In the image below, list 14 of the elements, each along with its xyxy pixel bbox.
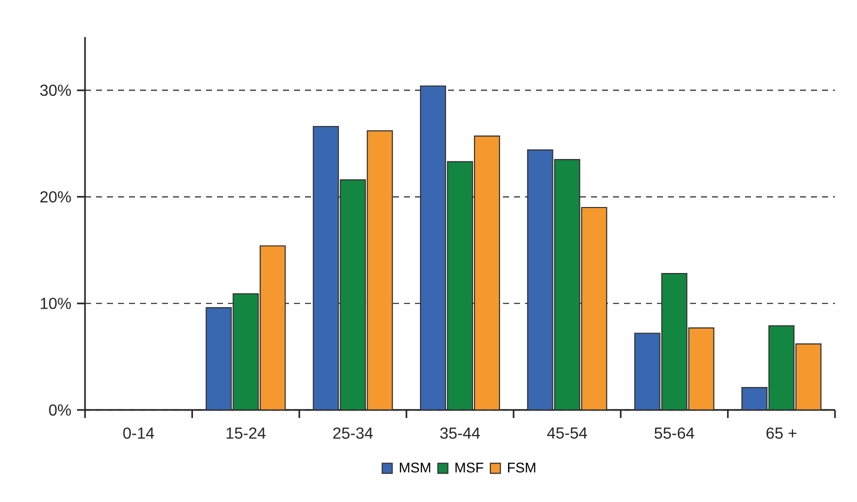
y-tick-label: 30% (40, 84, 71, 96)
x-tick-label: 35-44 (440, 428, 480, 439)
x-tick-label: 15-24 (226, 428, 266, 439)
legend-label: FSM (508, 462, 536, 473)
y-tick-label: 20% (40, 191, 71, 202)
legend-label: MSM (400, 462, 430, 473)
x-tick-label: 0-14 (123, 428, 154, 439)
y-tick-label: 10% (40, 298, 71, 310)
x-tick-label: 45-54 (547, 428, 588, 439)
y-tick-label: 0% (49, 404, 71, 416)
legend-label: MSF (456, 462, 484, 473)
x-tick-label: 55-64 (654, 428, 694, 439)
x-tick-label: 65 + (766, 428, 796, 439)
x-tick-label: 25-34 (333, 428, 373, 439)
